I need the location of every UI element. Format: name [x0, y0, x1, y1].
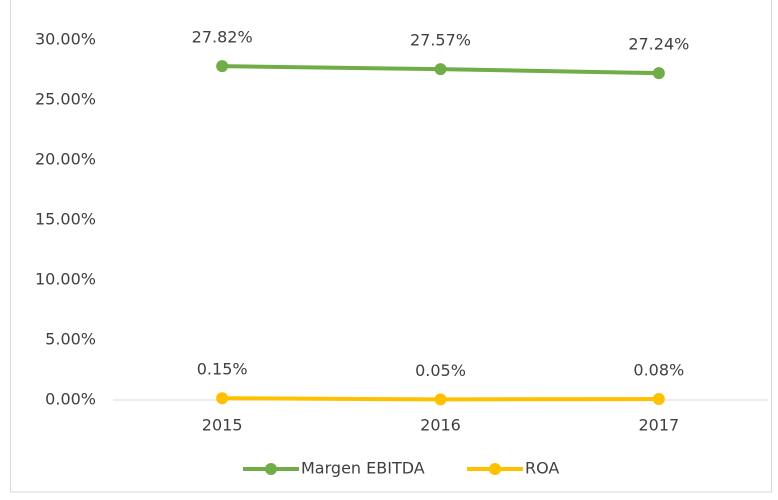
data-point	[434, 393, 447, 406]
x-tick-label: 2017	[638, 416, 679, 435]
x-tick-label: 2016	[420, 416, 461, 435]
data-label: 0.05%	[415, 361, 466, 380]
data-label: 27.82%	[192, 28, 253, 47]
data-label: 0.15%	[197, 360, 248, 379]
data-label: 27.24%	[628, 35, 689, 54]
legend-marker	[265, 463, 277, 475]
data-point	[216, 392, 229, 405]
y-tick-label: 5.00%	[45, 330, 96, 349]
x-tick-label: 2015	[202, 416, 243, 435]
y-tick-label: 25.00%	[35, 90, 96, 109]
data-point	[434, 63, 447, 76]
y-tick-label: 10.00%	[35, 270, 96, 289]
data-label: 27.57%	[410, 31, 471, 50]
legend-label: ROA	[525, 459, 559, 478]
y-tick-label: 20.00%	[35, 150, 96, 169]
y-tick-label: 30.00%	[35, 30, 96, 49]
data-label: 0.08%	[633, 361, 684, 380]
y-tick-label: 0.00%	[45, 390, 96, 409]
chart-border	[10, 0, 772, 493]
data-point	[216, 60, 229, 73]
legend-marker	[489, 463, 501, 475]
y-tick-label: 15.00%	[35, 210, 96, 229]
data-point	[652, 393, 665, 406]
legend-label: Margen EBITDA	[301, 459, 425, 478]
data-point	[652, 67, 665, 80]
